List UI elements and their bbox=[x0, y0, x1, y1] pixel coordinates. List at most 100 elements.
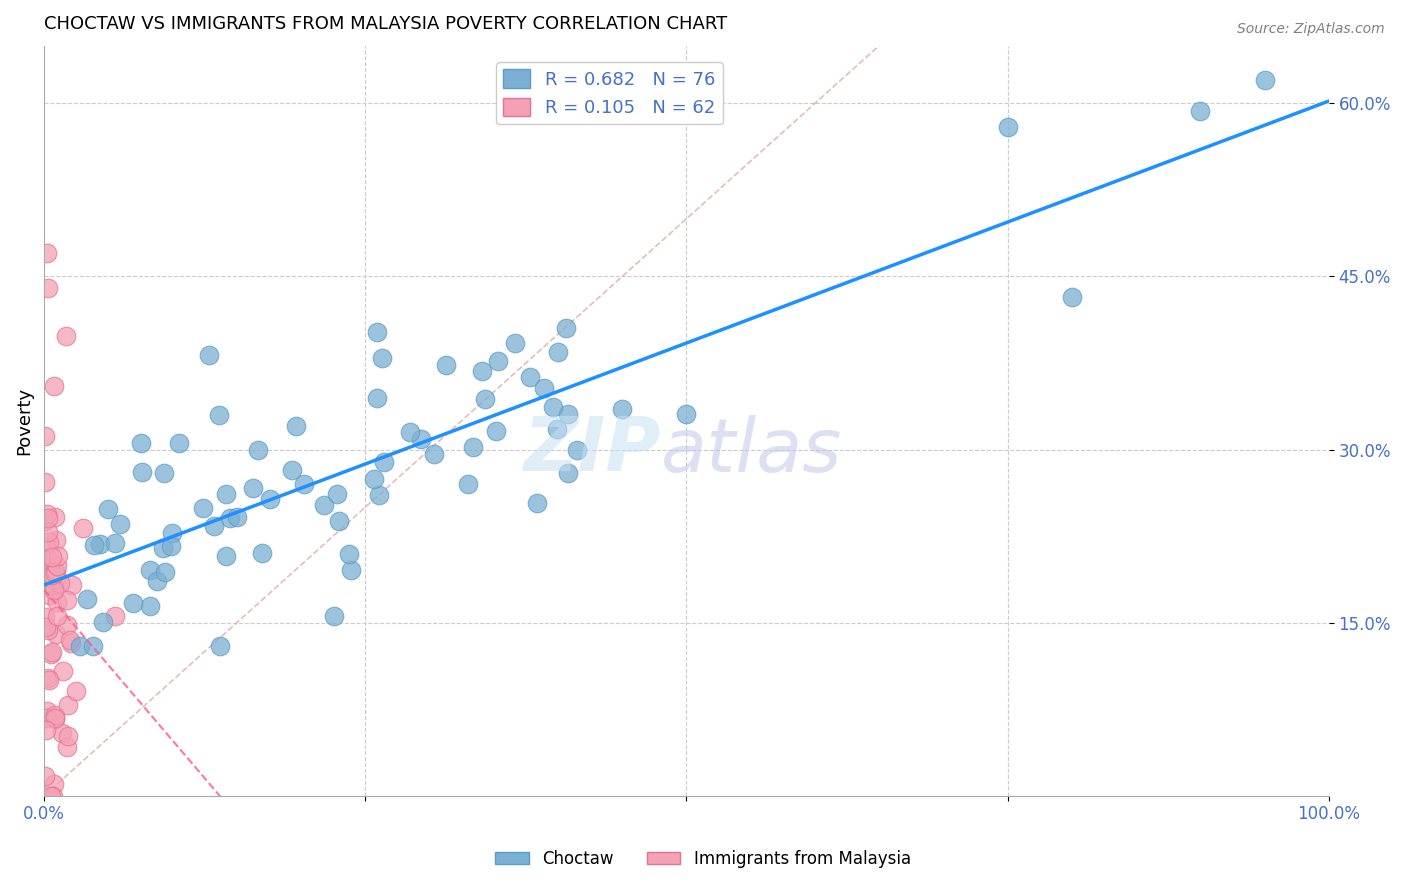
Point bbox=[89, 537, 111, 551]
Point bbox=[131, 465, 153, 479]
Point bbox=[42, 578, 65, 592]
Point bbox=[153, 565, 176, 579]
Point bbox=[46, 595, 69, 609]
Point bbox=[35, 620, 58, 634]
Point bbox=[519, 370, 541, 384]
Point bbox=[59, 633, 82, 648]
Point bbox=[486, 353, 509, 368]
Point bbox=[139, 562, 162, 576]
Point bbox=[34, 540, 56, 554]
Point bbox=[97, 502, 120, 516]
Point bbox=[314, 498, 336, 512]
Text: atlas: atlas bbox=[661, 415, 842, 487]
Point bbox=[252, 546, 274, 560]
Point bbox=[62, 578, 84, 592]
Point bbox=[281, 462, 304, 476]
Point bbox=[434, 358, 457, 372]
Point bbox=[242, 481, 264, 495]
Point bbox=[45, 533, 67, 548]
Point bbox=[202, 519, 225, 533]
Point bbox=[44, 711, 66, 725]
Point bbox=[42, 583, 65, 598]
Point bbox=[45, 626, 67, 640]
Point bbox=[35, 710, 58, 724]
Text: ZIP: ZIP bbox=[523, 414, 661, 487]
Point bbox=[41, 550, 63, 565]
Point bbox=[485, 424, 508, 438]
Point bbox=[46, 549, 69, 564]
Point bbox=[555, 320, 578, 334]
Point bbox=[34, 568, 56, 582]
Point bbox=[65, 684, 87, 698]
Point bbox=[83, 538, 105, 552]
Point bbox=[191, 500, 214, 515]
Point bbox=[104, 536, 127, 550]
Point bbox=[45, 565, 67, 579]
Point bbox=[131, 436, 153, 450]
Point bbox=[162, 526, 184, 541]
Point bbox=[34, 610, 56, 624]
Point bbox=[1253, 73, 1275, 87]
Point bbox=[259, 491, 281, 506]
Point bbox=[44, 712, 66, 726]
Point bbox=[422, 447, 444, 461]
Point bbox=[104, 609, 127, 624]
Point bbox=[457, 476, 479, 491]
Point bbox=[208, 409, 231, 423]
Point bbox=[41, 645, 63, 659]
Point bbox=[45, 558, 67, 573]
Point bbox=[37, 511, 59, 525]
Point bbox=[46, 609, 69, 624]
Point bbox=[152, 541, 174, 555]
Point bbox=[55, 329, 77, 343]
Point bbox=[56, 698, 79, 712]
Point bbox=[139, 599, 162, 614]
Point bbox=[219, 510, 242, 524]
Point bbox=[69, 639, 91, 653]
Legend: Choctaw, Immigrants from Malaysia: Choctaw, Immigrants from Malaysia bbox=[489, 844, 917, 875]
Point bbox=[56, 618, 79, 632]
Point bbox=[323, 609, 346, 624]
Point bbox=[37, 560, 59, 574]
Point bbox=[41, 571, 63, 585]
Point bbox=[34, 769, 56, 783]
Point bbox=[526, 496, 548, 510]
Point bbox=[34, 475, 56, 490]
Point bbox=[108, 516, 131, 531]
Point bbox=[337, 547, 360, 561]
Point bbox=[51, 726, 73, 740]
Text: Source: ZipAtlas.com: Source: ZipAtlas.com bbox=[1237, 22, 1385, 37]
Point bbox=[35, 723, 58, 738]
Point bbox=[48, 576, 70, 591]
Point bbox=[474, 392, 496, 406]
Point bbox=[326, 487, 349, 501]
Point bbox=[503, 335, 526, 350]
Point bbox=[371, 351, 394, 366]
Point bbox=[366, 391, 388, 405]
Point bbox=[35, 704, 58, 718]
Point bbox=[533, 380, 555, 394]
Point bbox=[35, 508, 58, 522]
Point bbox=[44, 708, 66, 723]
Point bbox=[44, 509, 66, 524]
Point bbox=[146, 574, 169, 589]
Point bbox=[56, 729, 79, 743]
Point bbox=[373, 455, 395, 469]
Point bbox=[37, 281, 59, 295]
Point bbox=[557, 407, 579, 421]
Point bbox=[37, 623, 59, 637]
Point bbox=[247, 443, 270, 458]
Point bbox=[52, 664, 75, 678]
Point bbox=[44, 566, 66, 580]
Point bbox=[367, 488, 389, 502]
Point bbox=[37, 525, 59, 540]
Point bbox=[226, 510, 249, 524]
Point bbox=[42, 789, 65, 803]
Point bbox=[159, 539, 181, 553]
Point bbox=[285, 419, 308, 434]
Point bbox=[153, 467, 176, 481]
Point bbox=[34, 429, 56, 443]
Point bbox=[121, 596, 143, 610]
Point bbox=[44, 379, 66, 393]
Point bbox=[328, 514, 350, 528]
